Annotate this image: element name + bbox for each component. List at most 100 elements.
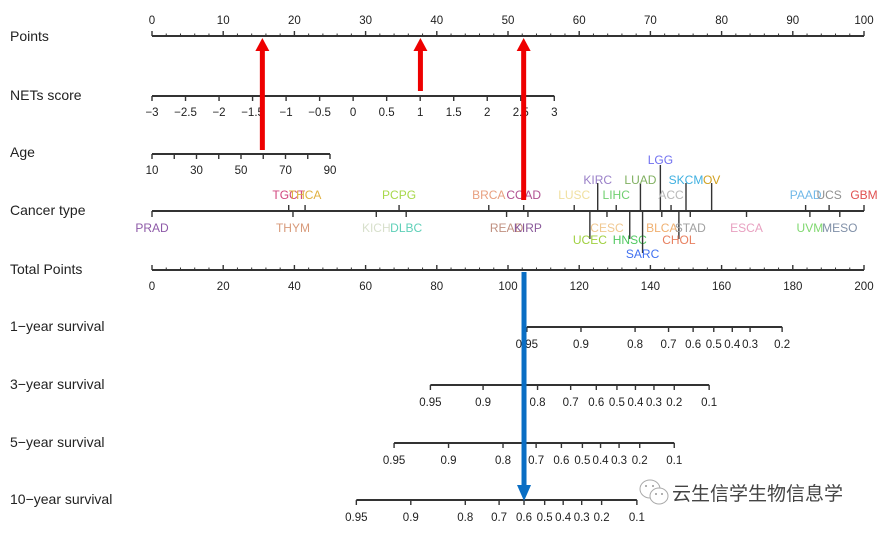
survival-tick-label: 0.5 — [609, 397, 625, 409]
row-label: Total Points — [10, 261, 82, 277]
survival-tick-label: 0.2 — [666, 397, 682, 409]
red-arrow-icon — [255, 38, 270, 150]
survival-tick-label: 0.3 — [742, 339, 758, 351]
category-label-brca: BRCA — [472, 188, 505, 202]
survival-tick-label: 0.95 — [516, 339, 538, 351]
tick-label: −2 — [212, 107, 225, 119]
blue-arrow-icon — [517, 272, 532, 501]
survival-tick-label: 0.5 — [537, 512, 553, 524]
category-label-tgct: TGCT — [272, 188, 305, 202]
tick-label: 70 — [279, 165, 292, 177]
tick-label: 70 — [644, 15, 657, 27]
tick-label: 10 — [146, 165, 159, 177]
tick-label: −0.5 — [308, 107, 331, 119]
category-label-kirc: KIRC — [583, 173, 612, 187]
category-label-dlbc: DLBC — [390, 221, 422, 235]
survival-tick-label: 0.95 — [345, 512, 367, 524]
survival-tick-label: 0.8 — [495, 455, 511, 467]
wechat-icon — [639, 479, 669, 505]
tick-label: −3 — [145, 107, 158, 119]
survival-tick-label: 0.2 — [774, 339, 790, 351]
category-label-cesc: CESC — [590, 221, 624, 235]
tick-label: 160 — [712, 281, 731, 293]
tick-label: 20 — [217, 281, 230, 293]
survival-tick-label: 0.9 — [573, 339, 589, 351]
category-label-lgg: LGG — [648, 153, 673, 167]
survival-tick-label: 0.6 — [553, 455, 569, 467]
row-label: 1−year survival — [10, 318, 105, 334]
category-label-ucs: UCS — [816, 188, 841, 202]
tick-label: 200 — [854, 281, 873, 293]
survival-tick-label: 0.8 — [530, 397, 546, 409]
category-label-kirp: KIRP — [514, 221, 542, 235]
tick-label: 120 — [570, 281, 589, 293]
tick-label: 20 — [288, 15, 301, 27]
survival-tick-label: 0.95 — [383, 455, 405, 467]
survival-tick-label: 0.95 — [419, 397, 441, 409]
tick-label: 10 — [217, 15, 230, 27]
category-label-luad: LUAD — [624, 173, 656, 187]
survival-tick-label: 0.5 — [574, 455, 590, 467]
category-label-thca: THCA — [289, 188, 322, 202]
row-label: NETs score — [10, 87, 82, 103]
category-label-sarc: SARC — [626, 247, 660, 261]
survival-tick-label: 0.2 — [632, 455, 648, 467]
tick-label: 180 — [783, 281, 802, 293]
row-total-points: Total Points 0 20 40 60 80 100 120 140 160 180 200 — [10, 261, 874, 293]
tick-label: 60 — [573, 15, 586, 27]
row-1-year-survival: 1−year survival 0.95 0.9 0.8 0.7 0.6 0.5 0.4 0.3… — [10, 318, 790, 351]
survival-tick-label: 0.7 — [661, 339, 677, 351]
survival-tick-label: 0.4 — [555, 512, 572, 524]
category-label-read: READ — [490, 221, 524, 235]
tick-label: 90 — [786, 15, 799, 27]
category-label-chol: CHOL — [662, 233, 696, 247]
category-label-meso: MESO — [822, 221, 857, 235]
tick-label: 100 — [854, 15, 873, 27]
tick-label: 0.5 — [379, 107, 395, 119]
survival-tick-label: 0.1 — [666, 455, 682, 467]
row-label: Cancer type — [10, 202, 86, 218]
survival-tick-label: 0.8 — [627, 339, 643, 351]
survival-tick-label: 0.3 — [611, 455, 627, 467]
survival-tick-label: 0.1 — [629, 512, 645, 524]
category-label-stad: STAD — [675, 221, 706, 235]
category-label-blca: BLCA — [646, 221, 677, 235]
category-label-ucec: UCEC — [573, 233, 607, 247]
tick-label: 2 — [484, 107, 490, 119]
tick-label: 0 — [149, 15, 155, 27]
category-label-esca: ESCA — [730, 221, 763, 235]
category-label-ov: OV — [703, 173, 720, 187]
tick-label: 60 — [359, 281, 372, 293]
survival-tick-label: 0.9 — [475, 397, 491, 409]
survival-tick-label: 0.7 — [528, 455, 544, 467]
tick-label: 30 — [190, 165, 203, 177]
survival-tick-label: 0.9 — [441, 455, 457, 467]
category-label-paad: PAAD — [790, 188, 822, 202]
tick-label: 40 — [288, 281, 301, 293]
row-label: Points — [10, 28, 49, 44]
tick-label: 2.5 — [513, 107, 529, 119]
tick-label: −2.5 — [174, 107, 197, 119]
tick-label: 50 — [235, 165, 248, 177]
tick-label: 80 — [430, 281, 443, 293]
row-nets-score: NETs score −3 −2.5 −2 −1.5 −1 −0.5 0 0.5 1 1.5 2 2.5… — [10, 87, 557, 119]
tick-label: −1.5 — [241, 107, 264, 119]
survival-tick-label: 0.1 — [701, 397, 717, 409]
tick-label: 100 — [498, 281, 517, 293]
tick-label: 1.5 — [446, 107, 462, 119]
tick-label: 40 — [430, 15, 443, 27]
row-points: Points 0 10 20 30 40 50 60 70 80 90 100 — [10, 15, 874, 44]
survival-tick-label: 0.6 — [685, 339, 701, 351]
tick-label: 30 — [359, 15, 372, 27]
row-cancer-type: Cancer type PRAD TGCT THYM THCA KICH PCPG DLBC B… — [10, 153, 878, 261]
category-label-thym: THYM — [276, 221, 310, 235]
watermark: 云生信学生物信息学 — [639, 479, 843, 505]
row-label: 5−year survival — [10, 434, 105, 450]
survival-tick-label: 0.7 — [563, 397, 579, 409]
category-label-hnsc: HNSC — [613, 233, 647, 247]
survival-tick-label: 0.6 — [516, 512, 532, 524]
category-label-prad: PRAD — [135, 221, 169, 235]
row-label: 10−year survival — [10, 491, 112, 507]
